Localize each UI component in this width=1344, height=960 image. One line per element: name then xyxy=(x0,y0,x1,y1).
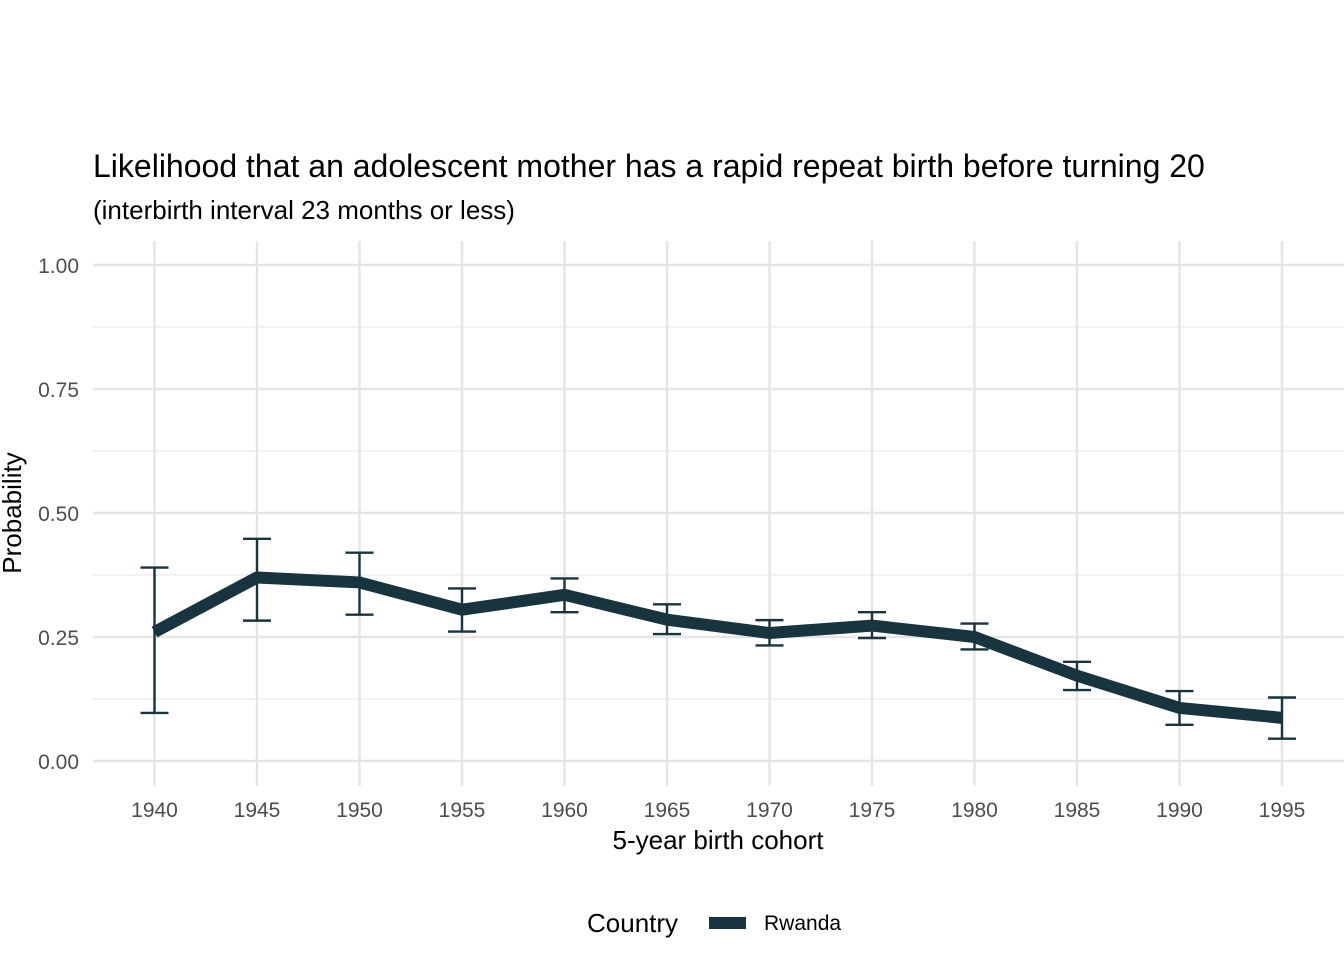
x-tick-label: 1950 xyxy=(336,799,383,822)
y-tick-label: 0.75 xyxy=(38,379,79,402)
x-tick-label: 1965 xyxy=(644,799,691,822)
y-axis-title: Probability xyxy=(0,452,27,573)
legend-label-rwanda: Rwanda xyxy=(764,912,841,935)
x-tick-label: 1975 xyxy=(849,799,896,822)
grid xyxy=(93,241,1344,786)
legend-key-rwanda xyxy=(709,917,746,929)
x-tick-label: 1990 xyxy=(1156,799,1203,822)
legend-title: Country xyxy=(587,908,678,938)
y-tick-label: 0.00 xyxy=(38,751,79,774)
y-tick-label: 1.00 xyxy=(38,255,79,278)
x-tick-label: 1995 xyxy=(1259,799,1306,822)
y-tick-label: 0.25 xyxy=(38,627,79,650)
error-bar xyxy=(140,566,169,715)
series-lines xyxy=(151,571,1283,724)
y-tick-label: 0.50 xyxy=(38,503,79,526)
error-bar xyxy=(1268,696,1296,740)
x-tick-label: 1955 xyxy=(439,799,486,822)
x-axis-title: 5-year birth cohort xyxy=(613,825,825,855)
x-tick-label: 1970 xyxy=(746,799,793,822)
x-tick-labels: 1940 1945 1950 1955 1960 1965 1970 1975 1980 1985… xyxy=(131,799,1305,822)
legend: Country Rwanda xyxy=(587,908,841,938)
chart-title: Likelihood that an adolescent mother has… xyxy=(93,148,1205,184)
error-bars xyxy=(140,537,1296,740)
y-tick-labels: 0.00 0.25 0.50 0.75 1.00 xyxy=(38,255,79,774)
series-line-rwanda xyxy=(151,571,1283,724)
x-tick-label: 1945 xyxy=(234,799,281,822)
x-tick-label: 1985 xyxy=(1054,799,1101,822)
x-tick-label: 1980 xyxy=(951,799,998,822)
chart-subtitle: (interbirth interval 23 months or less) xyxy=(93,195,515,225)
x-tick-label: 1940 xyxy=(131,799,178,822)
x-tick-label: 1960 xyxy=(541,799,588,822)
